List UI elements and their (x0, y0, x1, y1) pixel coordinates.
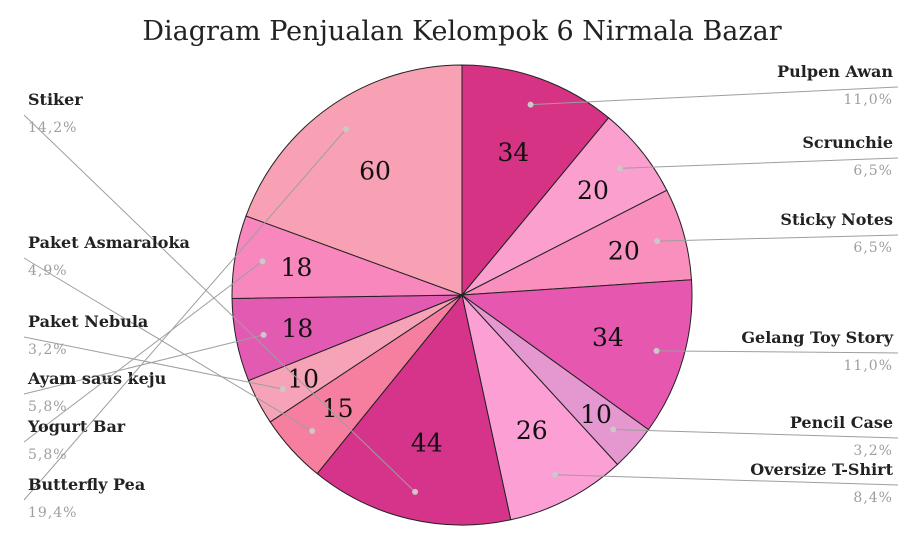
slice-percent-label: 3,2% (28, 342, 68, 358)
slice-value-label: 20 (608, 236, 640, 265)
slice-category-label: Pencil Case (790, 413, 893, 432)
slice-category-label: Stiker (28, 90, 83, 109)
pie-slices (231, 64, 693, 526)
slice-pulpen-awan (461, 64, 610, 297)
slice-value-label: 60 (359, 157, 391, 186)
slice-value-label: 18 (281, 253, 313, 282)
callout-anchor-dot (412, 488, 419, 495)
slice-value-label: 10 (580, 400, 612, 429)
callout-leader-line (23, 257, 313, 432)
callout-leader-line (23, 336, 283, 390)
callout-leader-line (23, 128, 347, 501)
slice-category-label: Butterfly Pea (28, 475, 145, 494)
chart-title: Diagram Penjualan Kelompok 6 Nirmala Baz… (142, 16, 781, 47)
callout-anchor-dot (616, 165, 623, 172)
callout-leader-line (656, 350, 899, 354)
slice-category-label: Gelang Toy Story (741, 328, 893, 347)
slice-percent-label: 11,0% (844, 92, 893, 108)
slice-category-label: Pulpen Awan (777, 62, 893, 81)
slice-gelang-toy-story (460, 279, 693, 431)
slice-percent-label: 11,0% (844, 358, 893, 374)
slice-value-label: 18 (281, 314, 313, 343)
callout-anchor-dot (552, 471, 559, 478)
slice-oversize-t-shirt (461, 293, 619, 521)
slice-category-label: Paket Nebula (28, 312, 148, 331)
slice-category-label: Yogurt Bar (27, 417, 126, 436)
slice-butterfly-pea (245, 64, 463, 296)
slice-category-label: Ayam saus keju (27, 369, 167, 388)
callout-anchor-dot (259, 258, 266, 265)
slice-category-label: Oversize T-Shirt (750, 460, 893, 479)
callout-anchor-dot (610, 426, 617, 433)
callout-anchor-dot (653, 347, 660, 354)
slice-percent-label: 5,8% (28, 447, 68, 463)
callout-anchor-dot (279, 385, 286, 392)
slice-value-label: 20 (577, 176, 609, 205)
slice-callouts: Pulpen Awan 11,0% Scrunchie 6,5% Sticky Note… (23, 62, 899, 521)
callout-leader-line (23, 260, 263, 443)
callout-leader-line (23, 334, 264, 395)
slice-percent-label: 6,5% (853, 163, 893, 179)
callout-leader-line (23, 114, 416, 493)
callout-leader-line (530, 86, 899, 106)
callout-anchor-dot (343, 126, 350, 133)
slice-value-label: 34 (498, 138, 530, 167)
callout-leader-line (657, 234, 899, 242)
callout-anchor-dot (260, 331, 267, 338)
slice-stiker (316, 293, 512, 526)
slice-category-label: Sticky Notes (780, 210, 893, 229)
slice-value-label: 10 (287, 364, 319, 393)
callout-leader-line (555, 474, 899, 486)
slice-percent-label: 19,4% (28, 505, 77, 521)
callout-leader-line (613, 429, 899, 439)
slice-percent-label: 5,8% (28, 399, 68, 415)
callout-anchor-dot (654, 238, 661, 245)
callout-leader-line (619, 157, 899, 169)
callout-anchor-dot (527, 101, 534, 108)
slice-value-label: 44 (411, 429, 443, 458)
slice-percent-label: 4,9% (28, 263, 68, 279)
slice-percent-label: 14,2% (28, 120, 77, 136)
slice-percent-label: 3,2% (853, 443, 893, 459)
slice-percent-label: 6,5% (853, 240, 893, 256)
callout-anchor-dot (309, 428, 316, 435)
slice-value-label: 26 (516, 416, 548, 445)
slice-category-label: Scrunchie (802, 133, 893, 152)
slice-percent-label: 8,4% (853, 490, 893, 506)
slice-category-label: Paket Asmaraloka (28, 233, 190, 252)
slice-value-label: 15 (322, 394, 354, 423)
slice-value-label: 34 (592, 323, 624, 352)
